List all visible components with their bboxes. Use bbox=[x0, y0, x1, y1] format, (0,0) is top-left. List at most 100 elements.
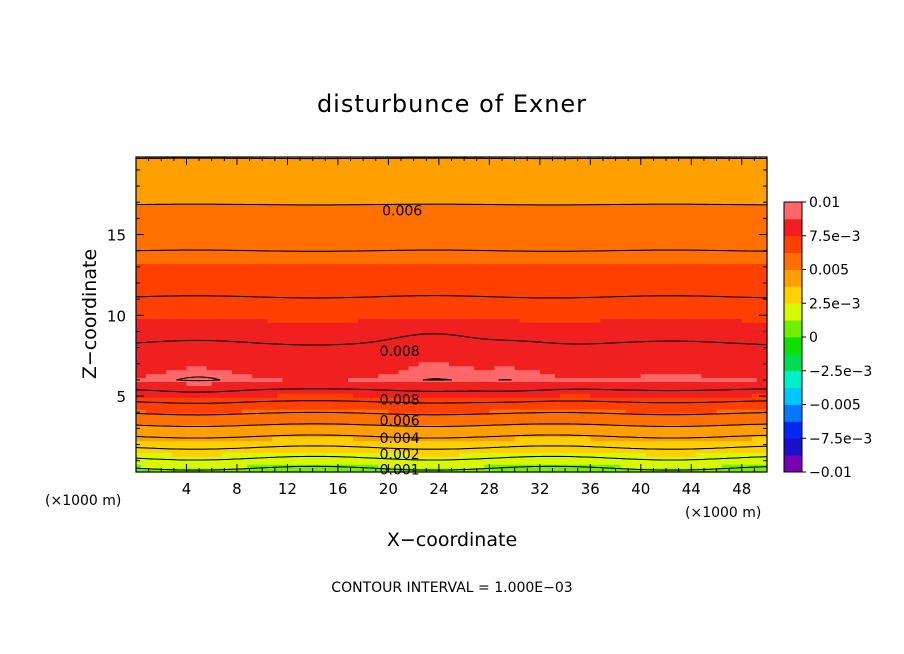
field-cell bbox=[292, 184, 299, 190]
field-cell bbox=[216, 302, 223, 308]
field-cell bbox=[388, 279, 395, 284]
field-cell bbox=[373, 322, 379, 327]
field-cell bbox=[297, 208, 304, 213]
field-cell bbox=[388, 188, 395, 194]
field-cell bbox=[418, 306, 425, 312]
field-cell bbox=[403, 290, 410, 296]
field-cell bbox=[136, 338, 142, 343]
field-cell bbox=[231, 247, 238, 253]
field-cell bbox=[166, 239, 172, 245]
field-cell bbox=[348, 247, 354, 253]
field-cell bbox=[166, 196, 172, 201]
field-cell bbox=[262, 314, 268, 320]
field-cell bbox=[433, 322, 440, 327]
field-cell bbox=[337, 420, 344, 426]
field-cell bbox=[448, 397, 455, 402]
field-cell bbox=[151, 432, 157, 438]
field-cell bbox=[267, 440, 273, 446]
field-cell bbox=[166, 157, 172, 162]
field-cell bbox=[161, 464, 167, 469]
field-cell bbox=[373, 180, 379, 186]
field-cell bbox=[408, 263, 415, 268]
field-cell bbox=[388, 353, 395, 359]
field-cell bbox=[423, 231, 430, 237]
field-cell bbox=[236, 290, 243, 296]
field-cell bbox=[342, 452, 349, 457]
field-cell bbox=[292, 180, 299, 186]
field-cell bbox=[201, 346, 208, 351]
field-cell bbox=[368, 247, 374, 253]
field-cell bbox=[408, 342, 415, 347]
field-cell bbox=[413, 361, 420, 367]
field-cell bbox=[292, 468, 299, 473]
field-cell bbox=[176, 318, 183, 323]
field-cell bbox=[267, 279, 273, 284]
field-cell bbox=[277, 286, 283, 292]
field-cell bbox=[322, 220, 329, 225]
field-cell bbox=[413, 275, 420, 280]
field-cell bbox=[413, 239, 420, 245]
field-cell bbox=[176, 448, 183, 453]
field-cell bbox=[196, 440, 203, 446]
field-cell bbox=[262, 286, 268, 292]
field-cell bbox=[433, 243, 440, 249]
field-cell bbox=[201, 298, 208, 304]
field-cell bbox=[438, 314, 445, 320]
field-cell bbox=[201, 157, 208, 162]
field-cell bbox=[216, 298, 223, 304]
field-cell bbox=[327, 385, 334, 390]
field-cell bbox=[383, 243, 389, 249]
field-cell bbox=[393, 456, 400, 461]
field-cell bbox=[267, 373, 273, 379]
field-cell bbox=[423, 294, 430, 300]
field-cell bbox=[206, 334, 213, 339]
field-cell bbox=[428, 385, 435, 390]
field-cell bbox=[257, 365, 263, 371]
field-cell bbox=[443, 326, 450, 331]
field-cell bbox=[201, 231, 208, 237]
field-cell bbox=[151, 180, 157, 186]
field-cell bbox=[292, 334, 299, 339]
field-cell bbox=[206, 298, 213, 304]
field-cell bbox=[206, 279, 213, 284]
field-cell bbox=[433, 220, 440, 225]
field-cell bbox=[433, 200, 440, 205]
field-cell bbox=[317, 294, 324, 300]
field-cell bbox=[292, 310, 299, 316]
field-cell bbox=[428, 440, 435, 446]
field-cell bbox=[161, 405, 167, 410]
field-cell bbox=[226, 334, 233, 339]
field-cell bbox=[181, 212, 188, 217]
field-cell bbox=[176, 330, 183, 335]
field-cell bbox=[358, 420, 364, 426]
field-cell bbox=[231, 196, 238, 201]
field-cell bbox=[262, 306, 268, 312]
field-cell bbox=[287, 310, 294, 316]
field-cell bbox=[383, 259, 389, 264]
field-cell bbox=[282, 326, 289, 331]
field-cell bbox=[166, 243, 172, 249]
field-cell bbox=[337, 310, 344, 316]
field-cell bbox=[378, 432, 384, 438]
field-cell bbox=[297, 436, 304, 442]
field-cell bbox=[443, 279, 450, 284]
field-cell bbox=[443, 243, 450, 249]
field-cell bbox=[166, 223, 172, 229]
field-cell bbox=[348, 318, 354, 323]
field-cell bbox=[262, 373, 268, 379]
field-cell bbox=[433, 168, 440, 174]
field-cell bbox=[161, 468, 167, 473]
field-cell bbox=[151, 267, 157, 272]
field-cell bbox=[358, 432, 364, 438]
field-cell bbox=[393, 377, 400, 383]
field-cell bbox=[332, 349, 339, 355]
field-cell bbox=[368, 381, 374, 386]
field-cell bbox=[171, 393, 177, 398]
field-cell bbox=[428, 322, 435, 327]
field-cell bbox=[272, 263, 278, 268]
field-cell bbox=[151, 298, 157, 304]
field-cell bbox=[252, 310, 258, 316]
field-cell bbox=[262, 420, 268, 426]
field-cell bbox=[221, 310, 228, 316]
field-cell bbox=[307, 306, 314, 312]
